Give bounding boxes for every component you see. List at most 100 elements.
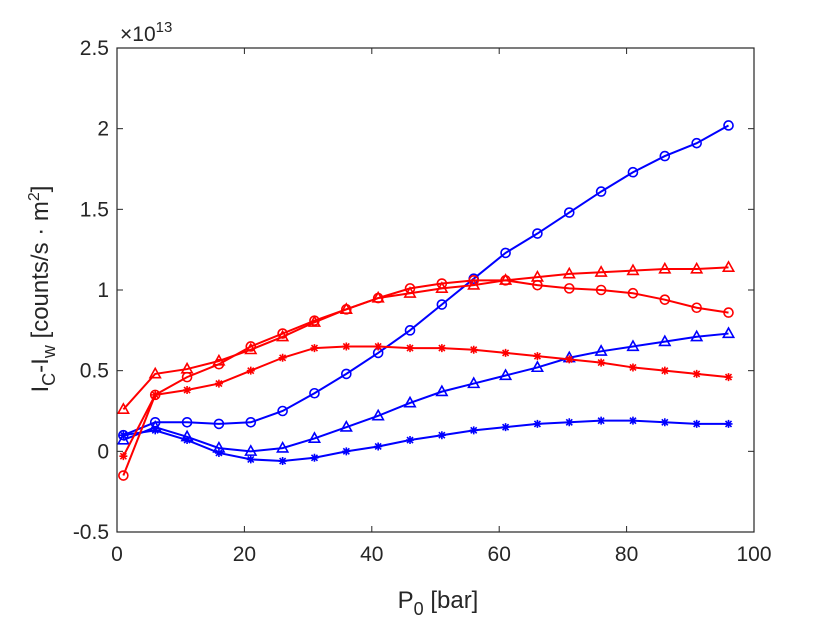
data-point-red-star — [437, 344, 446, 353]
series-red-star — [119, 342, 733, 461]
data-point-blue-triangle — [116, 432, 130, 445]
data-point-red-circle — [595, 284, 607, 296]
data-point-red-triangle — [307, 315, 322, 327]
data-point-blue-star — [628, 416, 637, 425]
y-tick-label: 1.5 — [80, 198, 109, 221]
x-tick-label: 100 — [736, 543, 771, 566]
x-axis-label: P0 [bar] — [398, 587, 479, 619]
data-point-blue-star — [724, 419, 733, 428]
y-axis-label-s2: w — [39, 344, 59, 359]
x-tick-label: 40 — [360, 543, 383, 566]
data-point-red-star — [246, 366, 255, 375]
data-point-blue-triangle — [626, 339, 640, 352]
ticks-layer: 0 20 40 60 80 100-0.500.511.522.5 — [73, 37, 772, 566]
data-point-blue-triangle — [403, 395, 417, 408]
series-layer — [116, 120, 736, 481]
data-point-red-star — [597, 358, 606, 367]
y-axis-label-mid: -I — [27, 358, 54, 373]
data-point-red-triangle — [148, 366, 162, 379]
series-red-triangle — [116, 260, 736, 414]
data-point-blue-star — [119, 431, 128, 440]
data-point-blue-circle — [213, 418, 225, 430]
data-point-blue-star — [501, 423, 510, 432]
data-point-blue-star — [565, 418, 574, 427]
data-point-blue-circle — [341, 368, 352, 380]
data-point-blue-star — [246, 455, 255, 464]
data-point-red-circle — [627, 287, 639, 299]
data-point-blue-triangle — [371, 408, 385, 421]
y-axis-label-i1: I — [27, 386, 54, 393]
data-point-blue-triangle — [690, 329, 704, 342]
data-point-blue-triangle — [721, 326, 736, 339]
y-axis-label-s1: C — [39, 373, 59, 386]
series-line-red-circle — [122, 279, 729, 476]
data-point-red-star — [151, 390, 160, 399]
data-point-red-triangle — [594, 265, 608, 277]
data-point-blue-triangle — [276, 440, 290, 453]
x-tick-label: 20 — [233, 543, 256, 566]
data-point-blue-circle — [627, 166, 639, 178]
data-point-red-triangle — [721, 260, 736, 273]
y-exponent-label: ×1013 — [120, 19, 172, 46]
data-point-red-triangle — [435, 281, 449, 293]
data-point-blue-circle — [500, 247, 511, 259]
data-point-red-star — [692, 369, 701, 378]
series-line-blue-triangle — [122, 332, 729, 453]
data-point-blue-triangle — [530, 360, 544, 373]
data-point-blue-circle — [404, 325, 416, 336]
data-point-red-triangle — [690, 261, 704, 274]
data-point-blue-star — [692, 419, 701, 428]
data-point-blue-star — [406, 436, 415, 445]
series-line-red-triangle — [122, 266, 729, 411]
data-point-blue-star — [437, 431, 446, 440]
y-axis-label-rest: [counts/s · m — [27, 201, 54, 345]
y-tick-label: 2.5 — [80, 37, 109, 60]
data-point-blue-circle — [277, 405, 288, 417]
data-point-red-triangle — [658, 261, 672, 274]
x-tick-label: 80 — [615, 543, 638, 566]
data-point-red-triangle — [562, 266, 576, 279]
data-point-blue-circle — [181, 416, 193, 428]
data-point-blue-star — [597, 416, 606, 425]
y-axis-label: IC-Iw [counts/s · m2] — [26, 186, 59, 393]
y-axis-label-end: ] — [27, 186, 54, 193]
data-point-red-star — [469, 345, 478, 354]
data-point-blue-triangle — [594, 344, 608, 356]
data-point-red-triangle — [212, 353, 226, 366]
data-point-red-star — [278, 353, 287, 362]
data-point-blue-circle — [691, 137, 702, 149]
series-line-red-star — [122, 345, 729, 457]
data-point-red-triangle — [499, 273, 513, 285]
data-point-red-circle — [723, 307, 734, 318]
data-point-red-triangle — [403, 286, 417, 298]
x-tick-label: 60 — [488, 543, 511, 566]
data-point-blue-circle — [659, 150, 671, 162]
y-tick-label: 2 — [97, 118, 109, 141]
data-point-blue-star — [151, 426, 160, 435]
data-point-red-circle — [245, 341, 257, 352]
y-axis-label-sup: 2 — [26, 192, 43, 201]
data-point-blue-triangle — [307, 431, 322, 444]
x-tick-label: 0 — [111, 543, 123, 566]
series-blue-star — [119, 416, 733, 466]
y-tick-label: 0 — [97, 440, 109, 463]
data-point-blue-circle — [595, 186, 607, 197]
data-point-red-star — [660, 366, 669, 375]
x-axis-label-main: P — [398, 587, 414, 614]
data-point-blue-triangle — [467, 376, 481, 389]
data-point-blue-star — [310, 453, 319, 462]
data-point-red-circle — [277, 328, 288, 339]
data-point-blue-star — [374, 442, 383, 451]
x-axis-label-sub: 0 — [414, 599, 424, 619]
data-point-red-triangle — [467, 278, 481, 290]
data-point-red-star — [565, 355, 574, 364]
y-tick-label: -0.5 — [73, 521, 109, 544]
data-point-blue-circle — [309, 387, 320, 399]
data-point-red-star — [406, 344, 415, 353]
y-tick-label: 1 — [97, 279, 109, 302]
data-point-red-triangle — [530, 269, 544, 282]
data-point-red-triangle — [371, 290, 385, 303]
data-point-blue-triangle — [435, 384, 449, 397]
x-axis-label-rest: [bar] — [424, 587, 479, 614]
